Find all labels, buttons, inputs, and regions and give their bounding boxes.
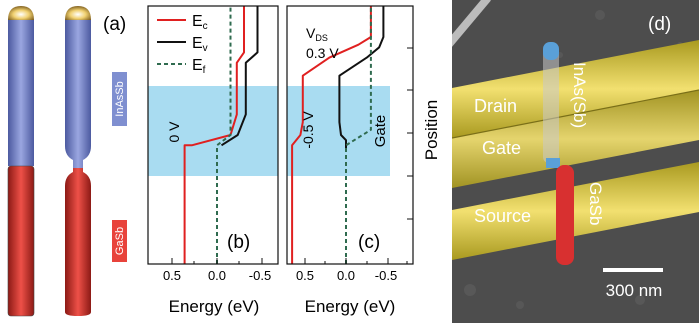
scale-bar bbox=[603, 268, 663, 272]
panel-b-label: (b) bbox=[227, 232, 250, 253]
drain-label: Drain bbox=[474, 96, 517, 116]
vds-value: 0.3 V bbox=[306, 45, 339, 61]
plot-c-ticks bbox=[304, 258, 408, 264]
scale-bar-label: 300 nm bbox=[606, 281, 663, 300]
vds-label: VDS bbox=[306, 25, 328, 43]
panel-a-label: (a) bbox=[103, 14, 126, 35]
series-ev-b bbox=[220, 6, 259, 147]
series-ef-c bbox=[345, 6, 372, 264]
inassb-tag: InAsSb bbox=[112, 72, 127, 126]
x-axis-label-b: Energy (eV) bbox=[169, 297, 260, 316]
gasb-tag: GaSb bbox=[112, 220, 127, 262]
inassb-tag-text: InAsSb bbox=[114, 81, 126, 116]
tick-b-0: 0.5 bbox=[163, 268, 181, 283]
tick-b-2: -0.5 bbox=[249, 268, 271, 283]
plot-b-ticks bbox=[171, 258, 263, 264]
metal-strip-middle bbox=[452, 90, 699, 188]
gasb-wire-label: GaSb bbox=[586, 182, 605, 225]
series-ef-b bbox=[216, 6, 232, 264]
panel-d: Drain Gate Source InAs(Sb) GaSb (d) 300 … bbox=[452, 0, 699, 323]
plot-b-lines bbox=[183, 6, 259, 264]
gasb-tag-text: GaSb bbox=[114, 227, 126, 255]
source-label: Source bbox=[474, 206, 531, 226]
plot-c-lines bbox=[291, 6, 385, 264]
nanowire-left bbox=[7, 6, 35, 317]
nanowire-right bbox=[65, 6, 91, 316]
gate-voltage-b: 0 V bbox=[166, 121, 182, 143]
y-axis-label: Position bbox=[422, 100, 441, 160]
panel-b: 0.5 0.0 -0.5 Energy (eV) 0 V (b) Ec Ev E… bbox=[147, 5, 279, 316]
plot-b-frame bbox=[147, 5, 279, 265]
legend-ev-label: Ev bbox=[192, 35, 208, 54]
panel-a: (a) InAsSb GaSb bbox=[7, 6, 127, 317]
series-ec-c bbox=[291, 6, 372, 264]
x-axis-label-c: Energy (eV) bbox=[305, 297, 396, 316]
tick-c-2: -0.5 bbox=[375, 268, 397, 283]
series-ev-c bbox=[338, 6, 385, 151]
plot-c-frame bbox=[286, 5, 414, 265]
legend-ec-label: Ec bbox=[192, 13, 208, 32]
tick-c-1: 0.0 bbox=[337, 268, 355, 283]
sem-debris bbox=[452, 0, 491, 53]
gate-voltage-c: -0.5 V bbox=[300, 111, 316, 149]
sem-nanowire bbox=[543, 42, 574, 265]
legend: Ec Ev Ef bbox=[157, 13, 208, 76]
metal-strip-bottom bbox=[452, 162, 699, 260]
gate-label-c: Gate bbox=[372, 115, 389, 148]
position-axis-ticks bbox=[407, 47, 413, 220]
tick-c-0: 0.5 bbox=[296, 268, 314, 283]
panel-d-label: (d) bbox=[648, 14, 671, 35]
panel-c: 0.5 0.0 -0.5 Energy (eV) Position VDS 0.… bbox=[286, 5, 441, 316]
panel-c-label: (c) bbox=[358, 232, 380, 253]
gate-region-b bbox=[148, 86, 278, 176]
series-ec-b bbox=[183, 6, 245, 264]
metal-strip-top bbox=[452, 40, 699, 138]
legend-ef-label: Ef bbox=[192, 57, 206, 76]
strip-edge bbox=[452, 89, 699, 139]
gate-label-d: Gate bbox=[482, 138, 521, 158]
inassb-wire-label: InAs(Sb) bbox=[570, 62, 589, 128]
tick-b-1: 0.0 bbox=[208, 268, 226, 283]
